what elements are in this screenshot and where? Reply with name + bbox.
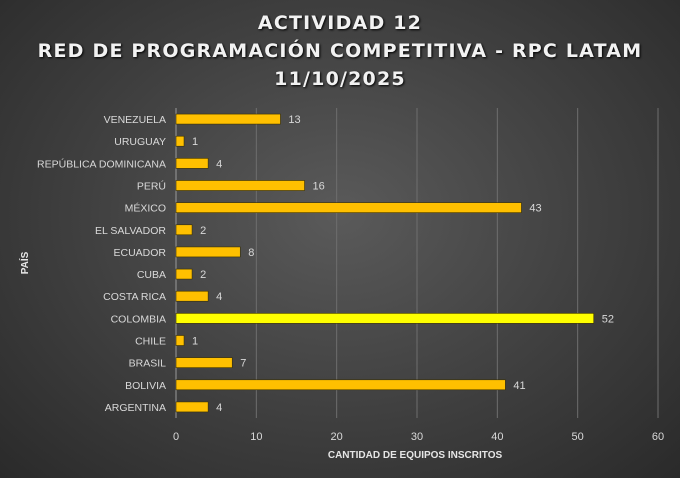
category-label: EL SALVADOR — [95, 225, 166, 237]
data-label: 16 — [313, 181, 325, 193]
bar — [175, 135, 185, 147]
x-tick-label: 60 — [652, 431, 664, 443]
category-label: CUBA — [137, 269, 166, 281]
category-label: MÉXICO — [125, 202, 166, 215]
category-label: CHILE — [135, 336, 166, 348]
data-label: 41 — [513, 380, 525, 392]
bar — [175, 202, 522, 213]
data-label: 52 — [602, 313, 614, 325]
bar — [175, 158, 209, 169]
data-label: 1 — [192, 136, 198, 148]
x-axis-title: CANTIDAD DE EQUIPOS INSCRITOS — [328, 450, 503, 461]
bar — [175, 357, 233, 368]
x-tick-label: 50 — [572, 431, 584, 443]
bar — [175, 313, 595, 324]
x-tick-label: 0 — [173, 431, 179, 443]
category-label: BRASIL — [129, 358, 167, 370]
data-label: 2 — [200, 225, 206, 237]
data-label: 4 — [216, 158, 222, 170]
category-label: REPÚBLICA DOMINICANA — [37, 157, 166, 170]
bar — [175, 401, 209, 413]
data-label: 1 — [192, 336, 198, 348]
category-label: ARGENTINA — [105, 402, 166, 414]
bar — [175, 290, 209, 302]
data-label: 8 — [248, 247, 254, 259]
data-label: 4 — [216, 402, 222, 414]
category-label: COLOMBIA — [111, 313, 166, 325]
bar — [175, 180, 305, 191]
bar — [175, 113, 281, 125]
chart-title-line-3: 11/10/2025 — [274, 68, 406, 90]
category-label: ECUADOR — [113, 247, 166, 259]
bar — [175, 224, 193, 236]
chart-title-line-2: RED DE PROGRAMACIÓN COMPETITIVA - RPC LA… — [37, 40, 643, 62]
category-label: VENEZUELA — [104, 114, 166, 126]
data-label: 4 — [216, 291, 222, 303]
x-tick-label: 40 — [491, 431, 503, 443]
bar — [175, 335, 185, 346]
bar — [175, 268, 193, 280]
data-label: 7 — [240, 358, 246, 370]
category-label: BOLIVIA — [125, 380, 166, 392]
bar — [175, 379, 506, 391]
bar — [175, 246, 241, 258]
x-tick-label: 20 — [331, 431, 343, 443]
x-tick-label: 10 — [250, 431, 262, 443]
category-label: URUGUAY — [114, 136, 166, 148]
y-axis-title: PAÍS — [18, 251, 31, 274]
data-label: 2 — [200, 269, 206, 281]
x-tick-label: 30 — [411, 431, 423, 443]
data-label: 43 — [529, 203, 541, 215]
data-label: 13 — [288, 114, 300, 126]
category-label: PERÚ — [137, 180, 166, 193]
category-label: COSTA RICA — [103, 291, 166, 303]
chart-title-line-1: ACTIVIDAD 12 — [257, 12, 423, 34]
